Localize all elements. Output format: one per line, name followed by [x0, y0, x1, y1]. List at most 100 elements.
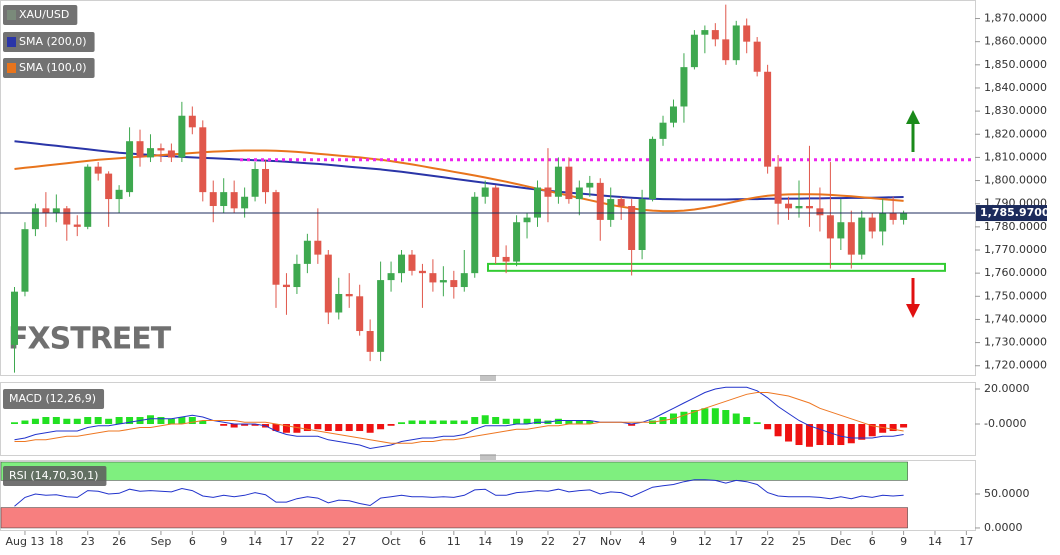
candle-body [429, 273, 437, 283]
macd-histogram-bar [398, 422, 406, 425]
macd-histogram-bar [345, 424, 353, 432]
macd-histogram-bar [586, 420, 594, 425]
x-tick-label: 6 [189, 535, 196, 548]
y-tick-label: 0.0000 [984, 521, 1023, 534]
x-tick-label: 14 [478, 535, 492, 548]
macd-histogram-bar [146, 415, 154, 425]
macd-histogram-bar [764, 424, 772, 430]
macd-histogram-bar [63, 418, 71, 425]
x-tick-label: 12 [698, 535, 712, 548]
macd-histogram-bar [167, 418, 175, 425]
candle-body [816, 208, 824, 216]
x-tick-label: 22 [311, 535, 325, 548]
legend-box [3, 58, 95, 78]
x-tick-label: 14 [248, 535, 262, 548]
legend-swatch [7, 10, 16, 20]
candle-body [356, 296, 364, 332]
candle-body [607, 199, 615, 220]
macd-histogram-bar [356, 424, 364, 432]
x-tick-label: Sep [151, 535, 172, 548]
macd-histogram-bar [408, 420, 416, 425]
x-tick-label: 14 [928, 535, 942, 548]
candle-body [889, 212, 897, 220]
macd-histogram-bar [732, 413, 740, 425]
candle-body [136, 141, 144, 158]
candle-body [711, 30, 719, 40]
macd-histogram-bar [879, 424, 887, 433]
x-tick-label: Nov [600, 535, 622, 548]
legend-label: MACD (12,26,9) [9, 392, 96, 405]
macd-histogram-bar [303, 424, 311, 432]
candle-body [105, 173, 113, 200]
candle-body [513, 222, 521, 262]
macd-histogram-bar [816, 424, 824, 446]
macd-histogram-bar [42, 417, 50, 425]
candle-body [460, 273, 468, 288]
candle-body [377, 280, 385, 352]
candle-body [722, 39, 730, 61]
candle-body [659, 122, 667, 139]
candle-body [669, 106, 677, 123]
candle-body [178, 115, 186, 158]
candle-body [649, 138, 657, 200]
macd-line [14, 386, 904, 450]
y-tick-label: 1,800.0000 [984, 174, 1047, 187]
candle-body [314, 240, 322, 255]
macd-histogram-bar [523, 418, 531, 425]
candle-body [868, 217, 876, 232]
x-tick-label: 6 [869, 535, 876, 548]
candle-body [220, 192, 228, 207]
legend-box [3, 389, 105, 409]
candle-body [492, 187, 500, 257]
macd-histogram-bar [220, 424, 228, 426]
candle-body [398, 254, 406, 274]
candle-body [188, 115, 196, 128]
down-arrow [906, 278, 920, 318]
x-tick-label: 17 [729, 535, 743, 548]
macd-histogram-bar [314, 424, 322, 430]
x-tick-label: Dec [830, 535, 851, 548]
macd-histogram-bar [680, 411, 688, 425]
candle-body [146, 148, 154, 158]
candle-body [847, 222, 855, 255]
candle-body [167, 150, 175, 158]
macd-histogram-bar [21, 420, 29, 425]
candle-body [345, 293, 353, 297]
candle-body [126, 141, 134, 193]
y-tick-label: 1,780.0000 [984, 220, 1047, 233]
macd-histogram-bar [774, 424, 782, 437]
x-tick-label: 22 [541, 535, 555, 548]
macd-histogram-bar [460, 420, 468, 425]
macd-histogram-bar [554, 418, 562, 425]
macd-histogram-bar [837, 424, 845, 446]
macd-histogram-bar [471, 417, 479, 425]
candle-body [335, 293, 343, 313]
macd-histogram-bar [565, 420, 573, 425]
candle-body [418, 270, 426, 274]
macd-histogram-bar [366, 424, 374, 433]
legend-box [3, 5, 78, 25]
y-tick-label: 1,850.0000 [984, 58, 1047, 71]
macd-histogram-bar [690, 410, 698, 425]
macd-histogram-bar [126, 417, 134, 425]
x-tick-label: 25 [792, 535, 806, 548]
macd-histogram-bar [722, 410, 730, 425]
panel-handle[interactable] [480, 375, 496, 381]
macd-histogram-bar [230, 424, 238, 428]
candle-body [596, 182, 604, 220]
macd-histogram-bar [805, 424, 813, 447]
candle-body [21, 229, 29, 292]
watermark: FXSTREET [8, 322, 172, 357]
x-tick-label: 27 [572, 535, 586, 548]
x-tick-label: 19 [510, 535, 524, 548]
candle-body [230, 192, 238, 209]
legend-box [3, 466, 107, 486]
x-tick-label: 17 [959, 535, 973, 548]
legend-entry: MACD (12,26,9) [3, 389, 105, 409]
candle-body [73, 224, 81, 227]
x-tick-label: 6 [419, 535, 426, 548]
candle-body [858, 217, 866, 255]
legend-swatch [7, 37, 16, 47]
panel-handle[interactable] [480, 454, 496, 460]
